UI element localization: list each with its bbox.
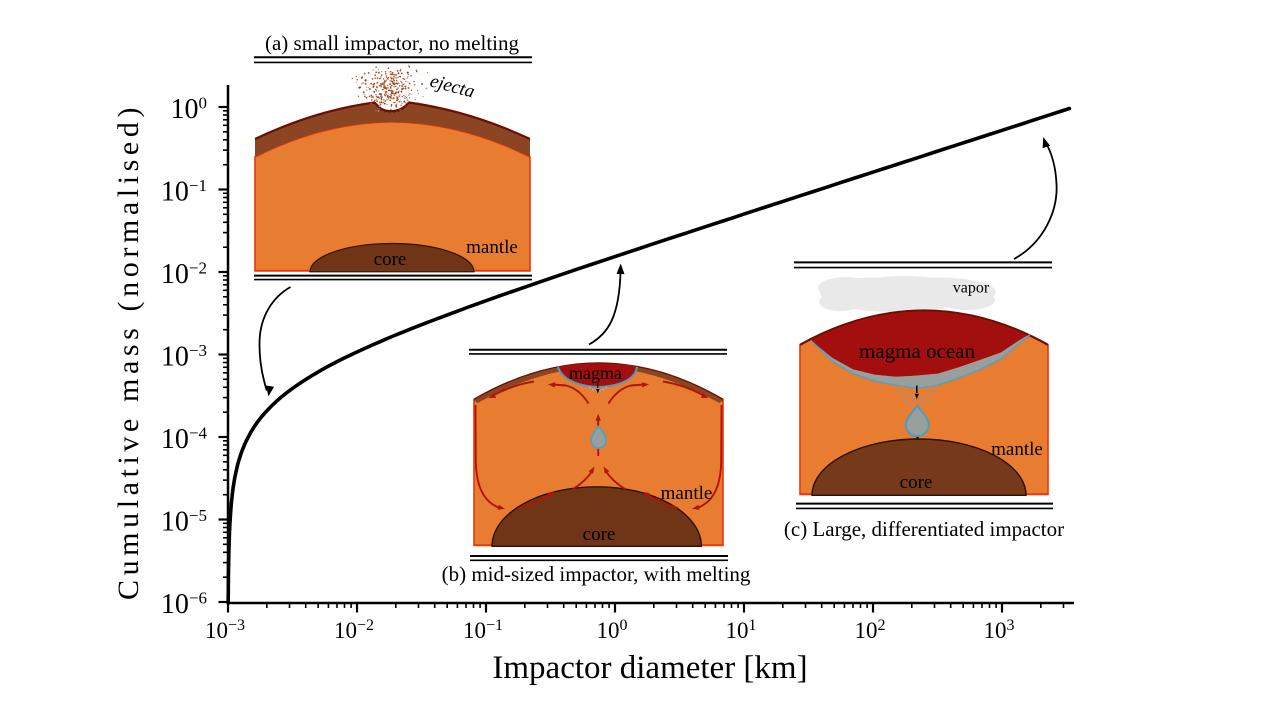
svg-text:(a) small impactor, no melting: (a) small impactor, no melting bbox=[265, 31, 520, 55]
svg-text:core: core bbox=[583, 524, 616, 545]
svg-text:vapor: vapor bbox=[953, 280, 990, 297]
svg-text:mantle: mantle bbox=[661, 483, 713, 504]
svg-text:Cumulative mass (normalised): Cumulative mass (normalised) bbox=[112, 103, 145, 600]
svg-text:magma: magma bbox=[569, 363, 622, 383]
svg-text:mantle: mantle bbox=[991, 439, 1043, 460]
svg-text:magma ocean: magma ocean bbox=[859, 339, 976, 363]
svg-text:Impactor diameter [km]: Impactor diameter [km] bbox=[492, 650, 807, 686]
svg-text:(c) Large, differentiated impa: (c) Large, differentiated impactor bbox=[784, 517, 1064, 541]
svg-text:core: core bbox=[374, 249, 407, 270]
svg-text:core: core bbox=[900, 472, 933, 493]
svg-text:(b) mid-sized impactor, with m: (b) mid-sized impactor, with melting bbox=[442, 562, 751, 586]
svg-text:mantle: mantle bbox=[466, 237, 518, 258]
